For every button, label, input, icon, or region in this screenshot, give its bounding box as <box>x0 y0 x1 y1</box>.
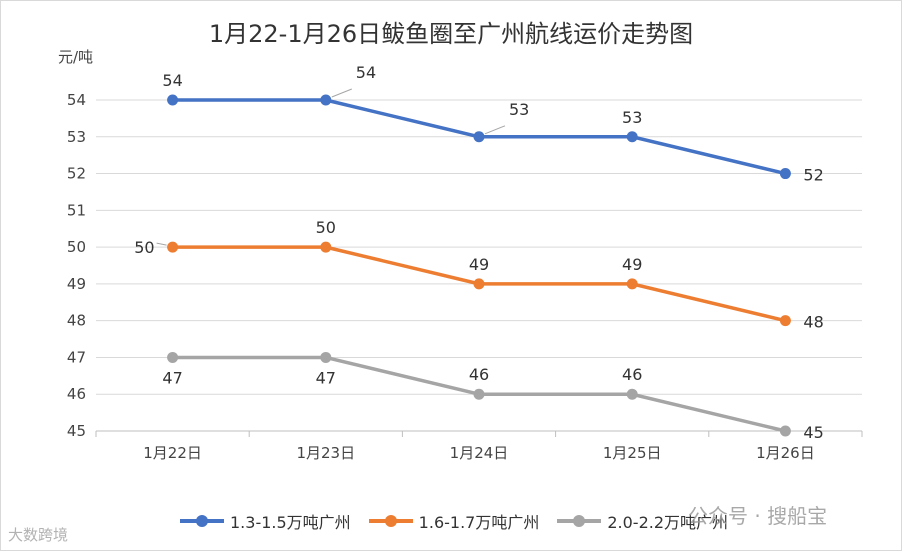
data-point <box>473 388 485 400</box>
data-point <box>473 131 485 143</box>
data-point <box>779 315 791 327</box>
legend-item-1: 1.3-1.5万吨广州 <box>180 509 351 533</box>
x-tick-label: 1月24日 <box>450 444 509 462</box>
data-label: 49 <box>469 255 489 274</box>
data-point <box>779 168 791 180</box>
data-label: 49 <box>622 255 642 274</box>
y-tick-label: 52 <box>67 165 86 183</box>
data-label: 50 <box>316 218 336 237</box>
data-point <box>167 241 179 253</box>
y-tick-label: 50 <box>67 238 86 256</box>
data-point <box>167 351 179 363</box>
label-leader <box>331 88 352 98</box>
legend-swatch <box>557 515 602 527</box>
legend-label: 1.6-1.7万吨广州 <box>418 513 540 532</box>
data-label: 54 <box>356 63 376 82</box>
data-point <box>779 425 791 437</box>
x-tick-label: 1月26日 <box>756 444 815 462</box>
data-point <box>320 241 332 253</box>
y-tick-label: 48 <box>67 312 86 330</box>
legend-item-3: 2.0-2.2万吨广州 <box>557 509 728 533</box>
data-point <box>626 278 638 290</box>
legend-label: 2.0-2.2万吨广州 <box>607 513 729 532</box>
data-point <box>626 131 638 143</box>
y-tick-label: 45 <box>67 422 86 440</box>
data-point <box>473 278 485 290</box>
legend-label: 1.3-1.5万吨广州 <box>230 513 351 532</box>
chart-title: 1月22-1月26日鲅鱼圈至广州航线运价走势图 <box>208 20 694 48</box>
x-tick-label: 1月25日 <box>603 444 662 462</box>
data-label: 45 <box>803 423 823 442</box>
x-tick-labels: 1月22日 1月23日 1月24日 1月25日 1月26日 <box>143 444 814 462</box>
y-tick-labels: 45 46 47 48 49 50 51 52 53 54 <box>67 91 86 440</box>
data-label: 46 <box>469 365 489 384</box>
data-point <box>320 351 332 363</box>
data-label: 48 <box>803 313 823 332</box>
y-tick-label: 46 <box>67 385 86 403</box>
data-label: 52 <box>803 166 823 185</box>
data-label: 54 <box>162 71 182 90</box>
legend: 1.3-1.5万吨广州 1.6-1.7万吨广州 2.0-2.2万吨广州 <box>180 508 728 534</box>
data-label: 53 <box>509 100 529 119</box>
y-tick-label: 49 <box>67 275 86 293</box>
data-label: 47 <box>316 368 336 387</box>
y-tick-label: 53 <box>67 128 86 146</box>
data-point <box>626 388 638 400</box>
data-point <box>320 94 332 106</box>
y-tick-label: 47 <box>67 348 86 366</box>
legend-swatch <box>368 515 413 527</box>
data-point <box>167 94 179 106</box>
data-label: 53 <box>622 108 642 127</box>
x-tick-label: 1月23日 <box>296 444 355 462</box>
data-labels: 54 54 53 53 52 50 50 49 49 48 47 47 46 46 45 <box>134 63 824 442</box>
legend-item-2: 1.6-1.7万吨广州 <box>368 509 540 533</box>
y-tick-label: 51 <box>67 201 86 219</box>
watermark-right: 公众号 · 搜船宝 <box>688 504 828 528</box>
label-leader <box>156 242 167 246</box>
data-label: 47 <box>162 368 182 387</box>
x-tick-label: 1月22日 <box>143 444 202 462</box>
data-label: 46 <box>622 365 642 384</box>
series-lines <box>167 94 791 437</box>
watermark-left: 大数跨境 <box>8 526 69 544</box>
data-label: 50 <box>134 238 154 257</box>
legend-swatch <box>180 515 224 527</box>
y-axis-label: 元/吨 <box>58 48 94 66</box>
y-tick-label: 54 <box>67 91 86 109</box>
label-leader <box>484 125 506 135</box>
